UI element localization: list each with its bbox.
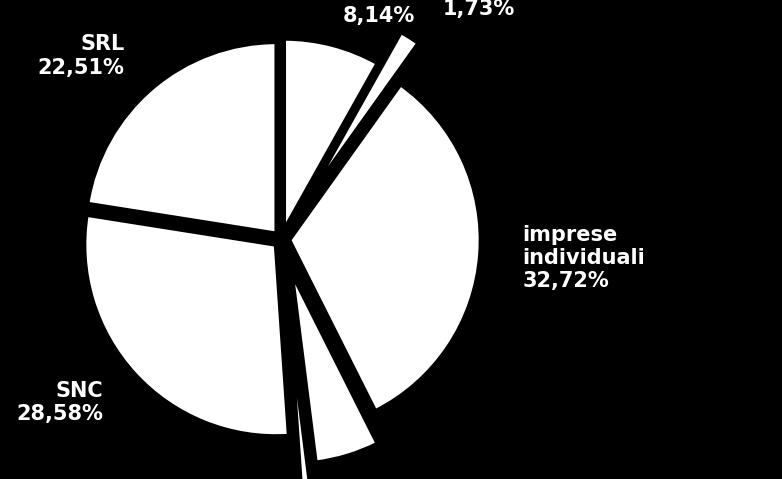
Text: SRL
22,51%: SRL 22,51% [38, 34, 124, 78]
Text: imprese
familiari
1,73%: imprese familiari 1,73% [443, 0, 540, 19]
Text: altre forme
8,14%: altre forme 8,14% [343, 0, 476, 26]
Wedge shape [307, 32, 418, 199]
Text: SNC
28,58%: SNC 28,58% [16, 381, 103, 424]
Wedge shape [290, 325, 314, 479]
Wedge shape [84, 215, 289, 436]
Wedge shape [88, 42, 277, 234]
Wedge shape [292, 273, 378, 463]
Wedge shape [289, 84, 481, 411]
Text: imprese
individuali
32,72%: imprese individuali 32,72% [522, 225, 645, 291]
Wedge shape [284, 39, 378, 230]
